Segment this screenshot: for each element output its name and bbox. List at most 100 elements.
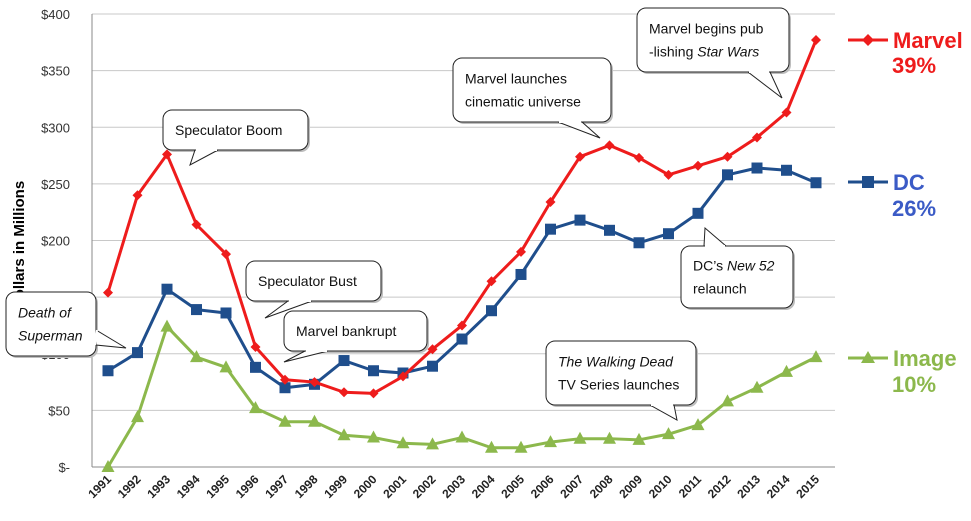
x-tick-label: 1998: [292, 472, 321, 501]
data-point-dc-2007: [574, 214, 586, 226]
callout-text-line: DC’s New 52: [693, 258, 775, 274]
data-point-image-2003: [455, 430, 469, 443]
x-tick-label: 1995: [203, 472, 232, 501]
callout-tail: [189, 149, 219, 167]
data-point-image-1991: [101, 460, 115, 472]
callout-box: [545, 340, 697, 406]
data-point-marvel-2011: [693, 160, 703, 171]
x-tick-label: 2006: [528, 472, 557, 501]
x-tick-label: 2001: [380, 472, 409, 501]
callout-text-line: Marvel begins pub: [649, 21, 764, 37]
callout-tail: [95, 329, 127, 349]
data-point-marvel-1993: [162, 149, 172, 160]
data-point-marvel-2014: [781, 107, 792, 118]
y-axis-title: Dollars in Millions: [11, 181, 28, 309]
data-point-dc-1993: [161, 283, 173, 295]
data-point-marvel-1997: [280, 374, 290, 385]
data-point-dc-2000: [368, 365, 379, 377]
data-point-image-1999: [337, 428, 351, 441]
x-tick-label: 2015: [793, 472, 822, 501]
data-point-dc-2011: [692, 207, 704, 219]
data-point-marvel-2002: [427, 344, 438, 355]
callout-text-line: Superman: [18, 328, 83, 344]
data-point-dc-1996: [250, 361, 261, 373]
data-point-dc-2010: [663, 228, 674, 240]
data-point-marvel-1998: [309, 377, 320, 388]
data-point-dc-2003: [456, 333, 468, 345]
x-tick-label: 1999: [321, 472, 350, 501]
data-point-marvel-2015: [811, 35, 821, 46]
data-point-dc-2012: [722, 169, 733, 181]
data-point-marvel-2001: [398, 371, 408, 382]
x-tick-label: 2012: [705, 472, 734, 501]
data-point-dc-2004: [486, 305, 497, 317]
data-point-image-1995: [219, 360, 233, 373]
data-point-marvel-2008: [604, 140, 615, 151]
data-point-dc-1995: [220, 307, 232, 319]
data-point-image-2001: [396, 436, 410, 449]
data-point-dc-2015: [810, 177, 822, 189]
data-point-image-2000: [367, 430, 380, 443]
data-point-image-2014: [780, 364, 793, 377]
x-tick-label: 2013: [734, 472, 763, 501]
data-point-dc-1992: [132, 347, 143, 359]
y-tick-label: $400: [41, 7, 70, 22]
callout-box: [245, 260, 382, 302]
data-point-marvel-1991: [103, 287, 113, 298]
y-tick-label: $200: [41, 234, 70, 249]
data-point-marvel-2007: [575, 151, 585, 162]
legend-label: Marvel: [893, 28, 963, 53]
data-point-image-2002: [426, 437, 439, 450]
callout-seam: [94, 329, 98, 346]
callout-text-line: -lishing Star Wars: [649, 44, 759, 60]
x-tick-label: 2008: [587, 472, 616, 501]
callout-text-line: Marvel launches: [465, 71, 567, 87]
legend-label: Image: [893, 346, 957, 371]
callout-star-wars: Marvel begins pub -lishing Star Wars: [636, 7, 791, 99]
legend-share: 26%: [892, 196, 936, 221]
callout-box: [636, 7, 790, 73]
data-point-image-1992: [131, 410, 144, 423]
data-point-marvel-1992: [132, 190, 143, 201]
series-dc: [102, 162, 822, 394]
data-point-dc-1991: [102, 365, 114, 377]
series-lines: [101, 35, 823, 472]
data-point-image-2007: [573, 431, 587, 444]
data-point-marvel-2000: [368, 388, 379, 399]
data-point-marvel-2012: [722, 151, 733, 162]
data-point-dc-2005: [515, 268, 527, 280]
data-point-dc-2013: [751, 162, 763, 174]
callout-tail: [703, 226, 728, 247]
x-tick-label: 1994: [174, 472, 203, 501]
x-tick-label: 1993: [144, 472, 173, 501]
data-point-image-1996: [249, 401, 262, 414]
x-tick-label: 2003: [439, 472, 468, 501]
series-line-image: [106, 325, 817, 468]
callout-text-line: Death of: [18, 305, 73, 321]
x-tick-label: 1991: [85, 472, 114, 501]
x-tick-label: 2009: [616, 472, 645, 501]
callout-box: [162, 109, 309, 151]
y-tick-label: $300: [41, 120, 70, 135]
data-point-dc-2009: [633, 237, 645, 249]
y-tick-label: $250: [41, 177, 70, 192]
y-tick-label: $350: [41, 64, 70, 79]
data-point-marvel-2013: [752, 132, 762, 143]
data-point-marvel-2004: [486, 276, 497, 287]
x-tick-label: 2000: [351, 472, 380, 501]
series-image: [101, 319, 823, 472]
callout-walking-dead: The Walking Dead TV Series launches: [545, 340, 698, 421]
x-tick-label: 2005: [498, 472, 527, 501]
data-point-image-2015: [809, 350, 823, 363]
data-point-image-2004: [485, 440, 498, 453]
callout-speculator-bust: Speculator Bust: [245, 260, 383, 319]
data-point-image-2009: [632, 432, 646, 445]
x-tick-label: 1996: [233, 472, 262, 501]
data-point-image-2010: [662, 427, 675, 440]
data-point-image-2012: [721, 394, 734, 407]
data-point-image-2011: [691, 418, 705, 431]
